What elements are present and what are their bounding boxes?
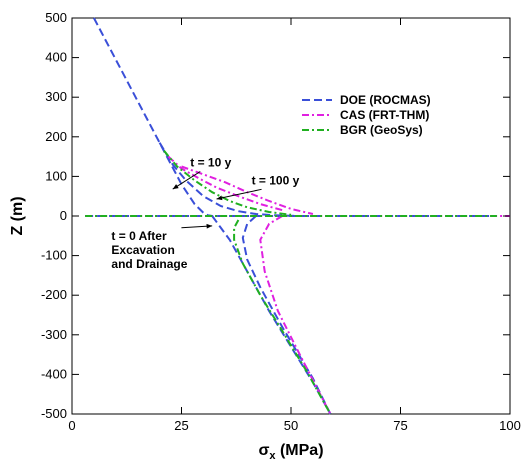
legend-entry-doe: DOE (ROCMAS) (302, 93, 431, 107)
series-2-line-t10-lower (233, 219, 332, 415)
y-tick-label: 0 (60, 208, 67, 223)
y-tick-label: 300 (45, 89, 67, 104)
series-0-line-t0 (93, 17, 213, 217)
series-0-line-t10 (158, 142, 300, 217)
y-tick-label: -100 (41, 248, 67, 263)
legend: DOE (ROCMAS) CAS (FRT-THM) BGR (GeoSys) (302, 93, 431, 137)
series-1-line-t100-lower (259, 215, 332, 415)
x-tick-label: 0 (68, 418, 75, 433)
x-tick-label: 25 (174, 418, 188, 433)
annotation-arrowhead-2 (206, 223, 213, 229)
annotation-arrow-1 (216, 188, 262, 200)
legend-entry-bgr: BGR (GeoSys) (302, 123, 423, 137)
annotation-arrowhead-0 (172, 184, 179, 190)
y-axis-title: Z (m) (9, 196, 26, 235)
series-1-line-t10 (167, 155, 283, 212)
y-tick-label: 400 (45, 50, 67, 65)
series-layer (85, 17, 510, 415)
series-0-line-t0-lower (211, 215, 332, 415)
legend-label-doe: DOE (ROCMAS) (340, 93, 431, 107)
legend-entry-cas: CAS (FRT-THM) (302, 108, 429, 122)
y-tick-label: -300 (41, 327, 67, 342)
annotation-arrowhead-1 (216, 195, 223, 201)
y-tick-label: -400 (41, 366, 67, 381)
y-tick-label: -200 (41, 287, 67, 302)
series-0-line-t10-lower (241, 215, 332, 415)
legend-label-cas: CAS (FRT-THM) (340, 108, 429, 122)
x-tick-label: 50 (284, 418, 298, 433)
ticks-layer: 0 25 50 75 100 -500 -400 -300 -200 -100 0 100 200 300… (41, 10, 521, 433)
annotation-2: t = 0 After Excavation and Drainage (111, 229, 187, 271)
y-tick-label: 200 (45, 129, 67, 144)
annotations-layer: t = 10 y t = 100 y t = 0 After Excavation an… (111, 156, 299, 271)
x-tick-label: 75 (393, 418, 407, 433)
y-tick-label: 500 (45, 10, 67, 25)
x-tick-label: 100 (499, 418, 521, 433)
y-tick-label: -500 (41, 406, 67, 421)
annotation-1: t = 100 y (252, 173, 300, 187)
series-2-line-t10 (163, 150, 292, 216)
x-axis-title: σx (MPa) (258, 442, 323, 462)
legend-label-bgr: BGR (GeoSys) (340, 123, 423, 137)
annotation-0: t = 10 y (190, 156, 231, 170)
y-tick-label: 100 (45, 168, 67, 183)
